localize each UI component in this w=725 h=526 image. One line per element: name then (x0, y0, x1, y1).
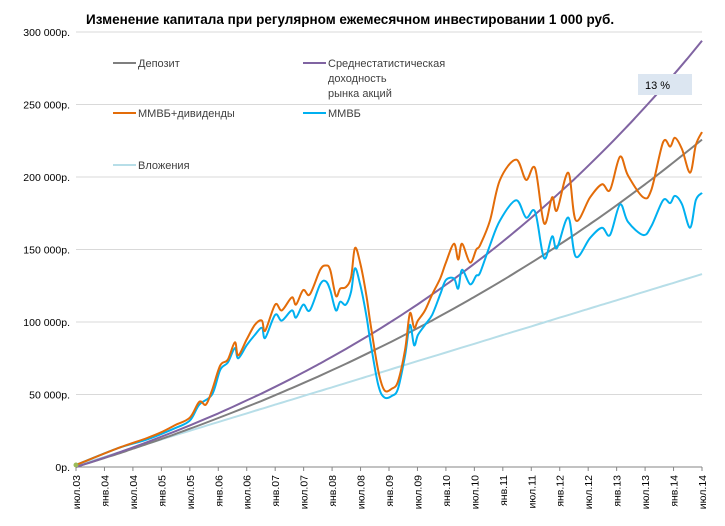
x-tick-label: июл.03 (71, 475, 83, 509)
x-tick-label: июл.14 (697, 475, 709, 509)
gridlines (76, 31, 702, 395)
x-tick-label: янв.11 (498, 475, 510, 506)
legend-label: ММВБ (328, 108, 361, 120)
x-tick-label: июл.08 (356, 475, 368, 509)
x-tick-label: июл.13 (640, 475, 652, 509)
annotation: 13 % (638, 74, 692, 95)
x-tick-label: июл.10 (469, 475, 481, 509)
y-tick-label: 150 000р. (23, 245, 70, 257)
y-tick-label: 200 000р. (23, 172, 70, 184)
start-marker (73, 462, 79, 468)
chart-title: Изменение капитала при регулярном ежемес… (86, 12, 614, 27)
y-tick-label: 100 000р. (23, 317, 70, 329)
x-tick-label: июл.09 (412, 475, 424, 509)
y-axis-ticks: 0р. 50 000р. 100 000р. 150 000р. 200 000р. 25… (23, 27, 70, 474)
x-axis: июл.03 янв.04 июл.04 янв.05 июл.05 янв.06 июл.… (71, 466, 709, 509)
x-tick-label: июл.12 (583, 475, 595, 509)
x-tick-label: июл.05 (185, 475, 197, 509)
x-tick-label: июл.04 (128, 475, 140, 509)
x-tick-label: июл.06 (242, 475, 254, 509)
annotation-label: 13 % (645, 80, 670, 92)
x-tick-label: янв.04 (99, 475, 111, 507)
y-tick-label: 250 000р. (23, 100, 70, 112)
x-tick-label: янв.05 (156, 475, 168, 507)
series-lines (73, 40, 703, 468)
x-tick-label: июл.11 (526, 475, 538, 509)
series-line-3 (75, 192, 703, 466)
series-line-4 (75, 273, 703, 467)
x-tick-label: янв.12 (555, 475, 567, 507)
series-line-0 (75, 138, 703, 468)
y-tick-label: 50 000р. (29, 390, 70, 402)
y-tick-label: 300 000р. (23, 27, 70, 39)
series-line-1 (75, 40, 703, 468)
x-tick-label: янв.08 (327, 475, 339, 507)
legend-label: Среднестатистическая (328, 58, 445, 70)
legend-label: Депозит (138, 58, 180, 70)
legend-label: доходность (328, 73, 387, 85)
legend-label: рынка акций (328, 88, 392, 100)
legend: Депозит Среднестатистическая доходность рын… (113, 58, 445, 172)
y-tick-label: 0р. (55, 462, 70, 474)
series-line-2 (75, 131, 703, 466)
x-tick-label: янв.13 (612, 475, 624, 507)
x-tick-label: июл.07 (299, 475, 311, 509)
x-tick-label: янв.14 (669, 475, 681, 507)
x-tick-label: янв.09 (384, 475, 396, 507)
x-tick-label: янв.06 (213, 475, 225, 507)
x-tick-label: янв.07 (270, 475, 282, 507)
x-tick-label: янв.10 (441, 475, 453, 507)
legend-label: ММВБ+дивиденды (138, 108, 235, 120)
legend-label: Вложения (138, 160, 190, 172)
annotation-box (638, 74, 692, 95)
